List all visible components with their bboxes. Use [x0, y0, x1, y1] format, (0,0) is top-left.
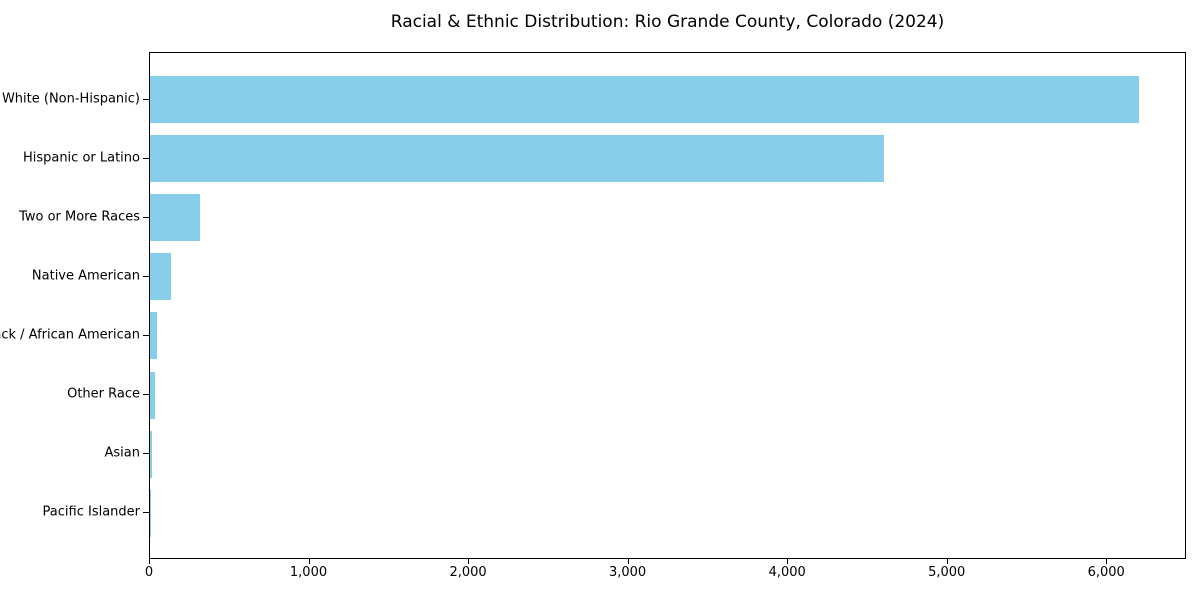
bar-black-african-american [150, 312, 158, 360]
x-tick-label: 6,000 [1087, 565, 1125, 580]
y-tick-mark [143, 394, 149, 396]
y-tick-mark [143, 334, 149, 336]
x-tick-mark [627, 559, 629, 564]
bar-other-race [150, 371, 155, 419]
bar-hispanic-or-latino [150, 135, 884, 183]
plot-area [149, 52, 1186, 559]
x-tick-label: 4,000 [768, 565, 806, 580]
y-tick-label-hispanic-or-latino: Hispanic or Latino [22, 150, 140, 166]
bar-row-native-american [150, 247, 1185, 306]
x-tick-label: 2,000 [449, 565, 487, 580]
x-tick-label: 5,000 [928, 565, 966, 580]
y-tick-mark [143, 512, 149, 514]
bar-row-asian [150, 425, 1185, 484]
bar-white-non-hispanic [150, 76, 1140, 124]
y-tick-label-native-american: Native American [31, 268, 140, 284]
x-tick-mark [1106, 559, 1108, 564]
y-axis-labels: White (Non-Hispanic) Hispanic or Latino Tw… [0, 52, 140, 559]
bar-two-or-more-races [150, 194, 200, 242]
bar-row-white-non-hispanic [150, 70, 1185, 129]
x-tick-label: 0 [144, 565, 154, 580]
x-tick-label: 1,000 [289, 565, 328, 580]
chart-title: Racial & Ethnic Distribution: Rio Grande… [390, 12, 945, 32]
y-tick-label-other-race: Other Race [67, 386, 140, 402]
y-tick-mark [143, 98, 149, 100]
bar-asian [150, 430, 152, 478]
y-tick-mark [143, 157, 149, 159]
bar-native-american [150, 253, 171, 301]
y-tick-label-black-african-american: Black / African American [0, 327, 140, 343]
y-tick-label-white-non-hispanic: White (Non-Hispanic) [1, 91, 140, 107]
x-tick-mark [149, 559, 150, 564]
y-tick-mark [143, 216, 149, 218]
bar-row-black-african-american [150, 306, 1185, 365]
x-tick-mark [787, 559, 789, 564]
y-tick-label-two-or-more-races: Two or More Races [19, 209, 140, 225]
bar-row-other-race [150, 365, 1185, 424]
y-tick-mark [143, 453, 149, 455]
x-tick-label: 3,000 [608, 565, 647, 580]
x-tick-mark [946, 559, 948, 564]
bar-row-two-or-more-races [150, 188, 1185, 247]
y-tick-label-asian: Asian [104, 445, 140, 461]
y-tick-mark [143, 275, 149, 277]
x-tick-mark [468, 559, 470, 564]
bars-container [150, 53, 1185, 558]
bar-row-hispanic-or-latino [150, 129, 1185, 188]
x-tick-mark [308, 559, 310, 564]
bar-row-pacific-islander [150, 484, 1185, 543]
y-tick-label-pacific-islander: Pacific Islander [42, 504, 140, 520]
